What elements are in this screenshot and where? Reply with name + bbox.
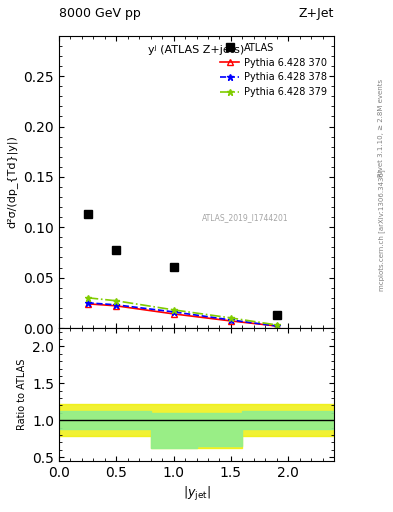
Y-axis label: d²σ/(dp_{Td}|y|): d²σ/(dp_{Td}|y|) xyxy=(7,136,18,228)
Pythia 6.428 370 xyxy=(274,323,279,329)
Pythia 6.428 378 xyxy=(114,302,119,308)
ATLAS xyxy=(171,264,176,270)
Legend: ATLAS, Pythia 6.428 370, Pythia 6.428 378, Pythia 6.428 379: ATLAS, Pythia 6.428 370, Pythia 6.428 37… xyxy=(216,39,331,101)
Pythia 6.428 378 xyxy=(85,300,90,306)
Pythia 6.428 370 xyxy=(171,311,176,317)
Pythia 6.428 379 xyxy=(85,295,90,301)
Line: Pythia 6.428 370: Pythia 6.428 370 xyxy=(84,301,280,329)
Text: 8000 GeV pp: 8000 GeV pp xyxy=(59,8,141,20)
Pythia 6.428 379 xyxy=(171,307,176,313)
Pythia 6.428 370 xyxy=(229,318,233,324)
Pythia 6.428 379 xyxy=(274,322,279,328)
Text: ATLAS_2019_I1744201: ATLAS_2019_I1744201 xyxy=(202,213,288,222)
X-axis label: $|y_{\mathrm{jet}}|$: $|y_{\mathrm{jet}}|$ xyxy=(183,485,210,503)
Text: yʲ (ATLAS Z+jets): yʲ (ATLAS Z+jets) xyxy=(149,45,244,55)
Pythia 6.428 378 xyxy=(171,309,176,315)
Text: Z+Jet: Z+Jet xyxy=(299,8,334,20)
ATLAS xyxy=(85,211,90,217)
ATLAS xyxy=(114,247,119,253)
Text: Rivet 3.1.10, ≥ 2.8M events: Rivet 3.1.10, ≥ 2.8M events xyxy=(378,79,384,177)
Pythia 6.428 370 xyxy=(85,301,90,307)
Pythia 6.428 378 xyxy=(229,317,233,323)
Pythia 6.428 379 xyxy=(114,297,119,304)
Y-axis label: Ratio to ATLAS: Ratio to ATLAS xyxy=(17,359,27,430)
Pythia 6.428 378 xyxy=(274,323,279,329)
Pythia 6.428 379 xyxy=(229,315,233,321)
Line: Pythia 6.428 379: Pythia 6.428 379 xyxy=(84,294,280,329)
Line: Pythia 6.428 378: Pythia 6.428 378 xyxy=(84,300,280,329)
Text: mcplots.cern.ch [arXiv:1306.3436]: mcplots.cern.ch [arXiv:1306.3436] xyxy=(378,169,385,291)
Line: ATLAS: ATLAS xyxy=(83,210,281,319)
Pythia 6.428 370 xyxy=(114,303,119,309)
ATLAS xyxy=(274,312,279,318)
